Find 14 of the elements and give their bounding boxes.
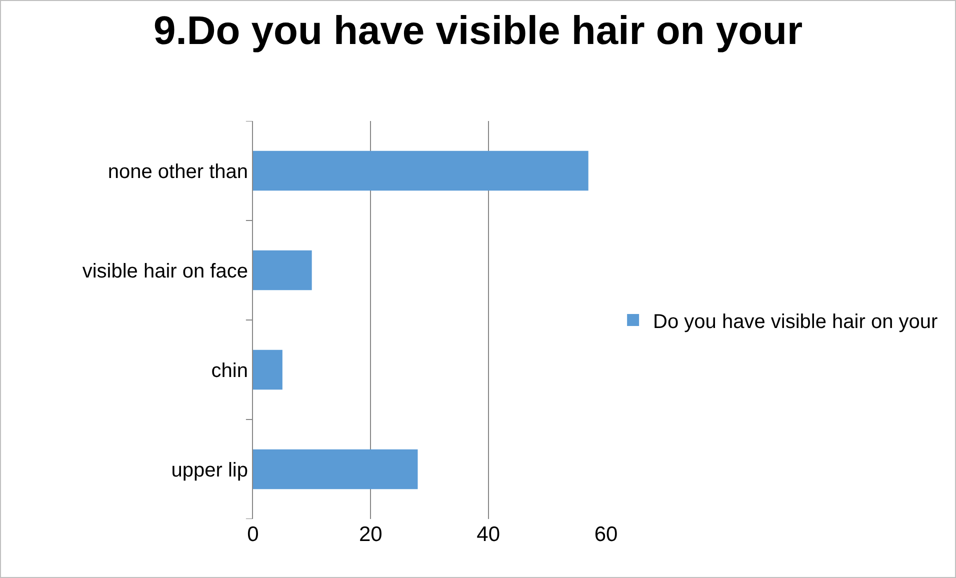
chart-title: 9.Do you have visible hair on your — [153, 8, 803, 53]
bar — [253, 150, 588, 191]
y-tick-label: none other than — [108, 160, 248, 183]
y-tick-label: chin — [211, 360, 248, 382]
x-tick-label: 0 — [247, 523, 259, 546]
legend-label: Do you have visible hair on your — [653, 310, 938, 333]
bar — [253, 250, 312, 290]
x-tick-label: 20 — [358, 523, 382, 546]
y-tick-label: visible hair on face — [82, 260, 248, 282]
bar — [253, 350, 282, 390]
x-tick-label: 60 — [594, 523, 618, 546]
x-tick-label: 40 — [476, 523, 500, 546]
y-tick-label: upper lip — [171, 459, 248, 482]
bar — [253, 449, 418, 490]
